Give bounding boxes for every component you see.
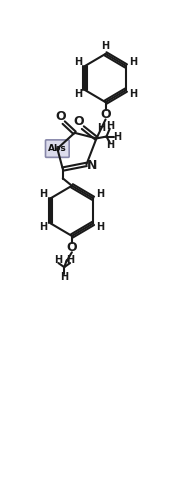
Text: H: H bbox=[96, 223, 104, 232]
Text: H: H bbox=[39, 189, 47, 199]
Text: H: H bbox=[54, 255, 62, 265]
Text: O: O bbox=[67, 241, 77, 254]
Text: N: N bbox=[87, 159, 97, 172]
FancyBboxPatch shape bbox=[46, 140, 69, 157]
Text: O: O bbox=[55, 110, 66, 123]
Text: H: H bbox=[106, 141, 114, 151]
Text: H: H bbox=[74, 57, 82, 67]
Text: H: H bbox=[96, 189, 104, 199]
Text: H: H bbox=[97, 123, 105, 133]
Text: O: O bbox=[100, 108, 111, 121]
Text: H: H bbox=[113, 131, 121, 142]
Text: O: O bbox=[74, 114, 84, 128]
Text: H: H bbox=[102, 41, 110, 51]
Text: H: H bbox=[129, 89, 137, 99]
Text: Abs: Abs bbox=[48, 144, 67, 153]
Text: H: H bbox=[39, 223, 47, 232]
Text: H: H bbox=[60, 272, 68, 282]
Text: H: H bbox=[106, 121, 114, 131]
Text: H: H bbox=[129, 57, 137, 67]
Text: H: H bbox=[74, 89, 82, 99]
Text: H: H bbox=[66, 255, 74, 265]
